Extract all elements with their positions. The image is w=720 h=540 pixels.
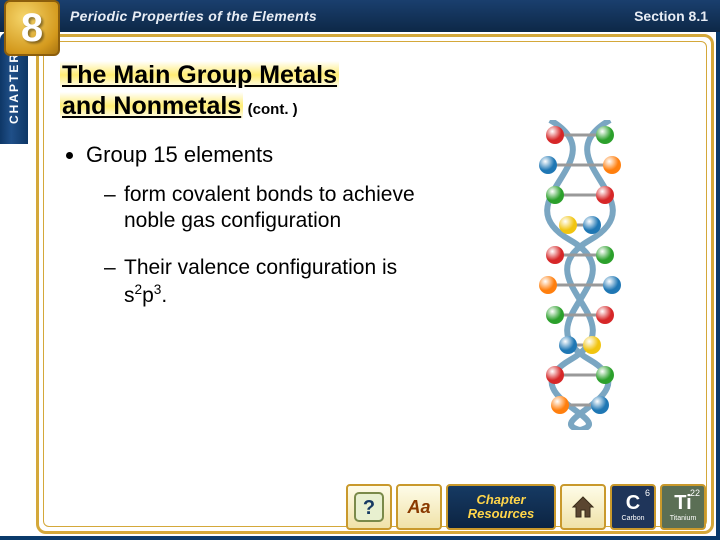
element-name: Carbon [622, 515, 645, 522]
valence-mid: p [142, 284, 154, 307]
element-num: 22 [690, 488, 700, 498]
element-sym: C [626, 493, 640, 513]
help-button[interactable]: ? [346, 484, 392, 530]
slide-title-wrap: The Main Group Metals and Nonmetals (con… [60, 60, 420, 123]
chapter-number: 8 [4, 0, 60, 56]
home-icon [569, 493, 597, 521]
aa-label: Aa [407, 497, 430, 518]
resources-line2: Resources [468, 507, 534, 521]
question-icon: ? [354, 492, 384, 522]
valence-sup1: 2 [135, 282, 143, 297]
header-bar: Periodic Properties of the Elements Sect… [0, 0, 720, 32]
section-label: Section 8.1 [634, 8, 708, 24]
slide-title-line1: The Main Group Metals [60, 61, 339, 89]
valence-suffix: . [161, 284, 167, 307]
element-tile-titanium[interactable]: 22 Ti Titanium [660, 484, 706, 530]
bottom-nav: ? Aa Chapter Resources 6 C Carbon 22 Ti … [346, 484, 706, 530]
element-name: Titanium [670, 515, 697, 522]
bullet-main-text: Group 15 elements [86, 142, 273, 167]
sub-bullet-2: Their valence configuration is s2p3. [104, 255, 424, 310]
dna-svg [500, 120, 660, 430]
element-num: 6 [645, 488, 650, 498]
resources-line1: Chapter [476, 493, 525, 507]
home-button[interactable] [560, 484, 606, 530]
svg-text:?: ? [363, 497, 375, 519]
sub-bullet-list: form covalent bonds to achieve noble gas… [104, 182, 426, 309]
dna-illustration [500, 120, 660, 430]
bullet-main: Group 15 elements form covalent bonds to… [86, 141, 426, 310]
slide-title-line2: and Nonmetals [60, 92, 243, 120]
element-tile-carbon[interactable]: 6 C Carbon [610, 484, 656, 530]
font-size-button[interactable]: Aa [396, 484, 442, 530]
sub-bullet-1: form covalent bonds to achieve noble gas… [104, 182, 424, 235]
slide-title-cont: (cont. ) [248, 101, 298, 118]
book-title: Periodic Properties of the Elements [70, 8, 317, 24]
chapter-resources-button[interactable]: Chapter Resources [446, 484, 556, 530]
